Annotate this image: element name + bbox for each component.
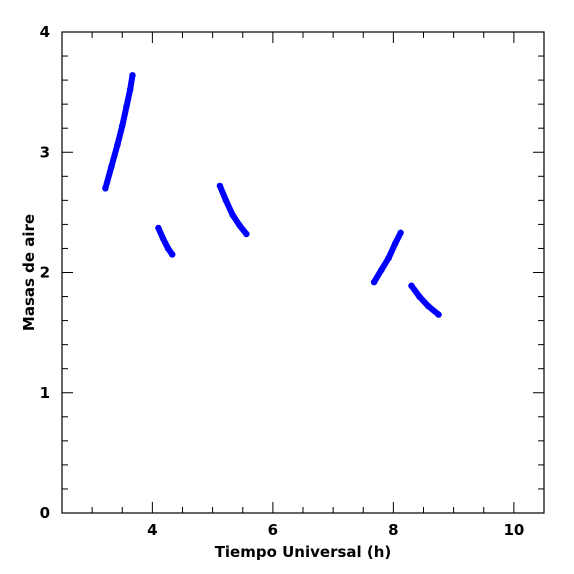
- data-point: [370, 278, 378, 286]
- y-tick-labels: 0 1 2 3 4: [40, 23, 50, 522]
- y-tick-label: 0: [40, 504, 50, 522]
- data-point: [114, 141, 121, 149]
- data-point: [243, 230, 250, 238]
- data-point: [425, 302, 432, 310]
- x-tick-label: 8: [388, 521, 398, 539]
- data-point: [102, 185, 109, 192]
- plot-frame: [61, 31, 545, 514]
- data-point: [108, 163, 115, 170]
- data-point: [408, 282, 415, 289]
- data-series: [102, 72, 136, 192]
- data-point: [160, 235, 167, 243]
- data-series: [408, 282, 442, 318]
- data-point: [397, 229, 404, 237]
- data-point: [169, 251, 176, 258]
- x-tick-label: 10: [503, 521, 524, 539]
- data-series-group: [102, 72, 442, 318]
- data-point: [164, 245, 172, 252]
- data-series: [216, 182, 250, 238]
- series-trace: [408, 282, 442, 318]
- chart-frame-group: [61, 31, 545, 514]
- y-tick-label: 2: [40, 264, 50, 282]
- x-axis-label: Tiempo Universal (h): [215, 543, 392, 561]
- data-point: [435, 311, 442, 318]
- data-point: [416, 293, 423, 300]
- data-series: [370, 229, 404, 286]
- data-point: [126, 86, 134, 93]
- data-point: [236, 222, 243, 229]
- y-tick-label: 4: [40, 23, 50, 41]
- series-trace: [155, 225, 176, 258]
- y-tick-label: 1: [40, 384, 50, 402]
- data-point: [155, 224, 162, 232]
- data-point: [123, 103, 130, 110]
- x-tick-label: 4: [147, 521, 157, 539]
- y-tick-label: 3: [40, 143, 50, 161]
- y-axis-label: Masas de aire: [20, 214, 38, 331]
- data-point: [119, 122, 126, 129]
- data-point: [229, 211, 236, 218]
- data-point: [385, 254, 392, 262]
- major-ticks-group: [62, 31, 544, 514]
- data-point: [222, 197, 230, 204]
- data-point: [378, 266, 385, 274]
- minor-ticks-group: [61, 32, 545, 513]
- x-tick-label: 6: [268, 521, 278, 539]
- x-tick-labels: 4 6 8 10: [147, 521, 524, 539]
- data-point: [129, 72, 136, 79]
- data-point: [391, 240, 399, 247]
- data-point: [216, 182, 224, 190]
- data-series: [155, 224, 176, 258]
